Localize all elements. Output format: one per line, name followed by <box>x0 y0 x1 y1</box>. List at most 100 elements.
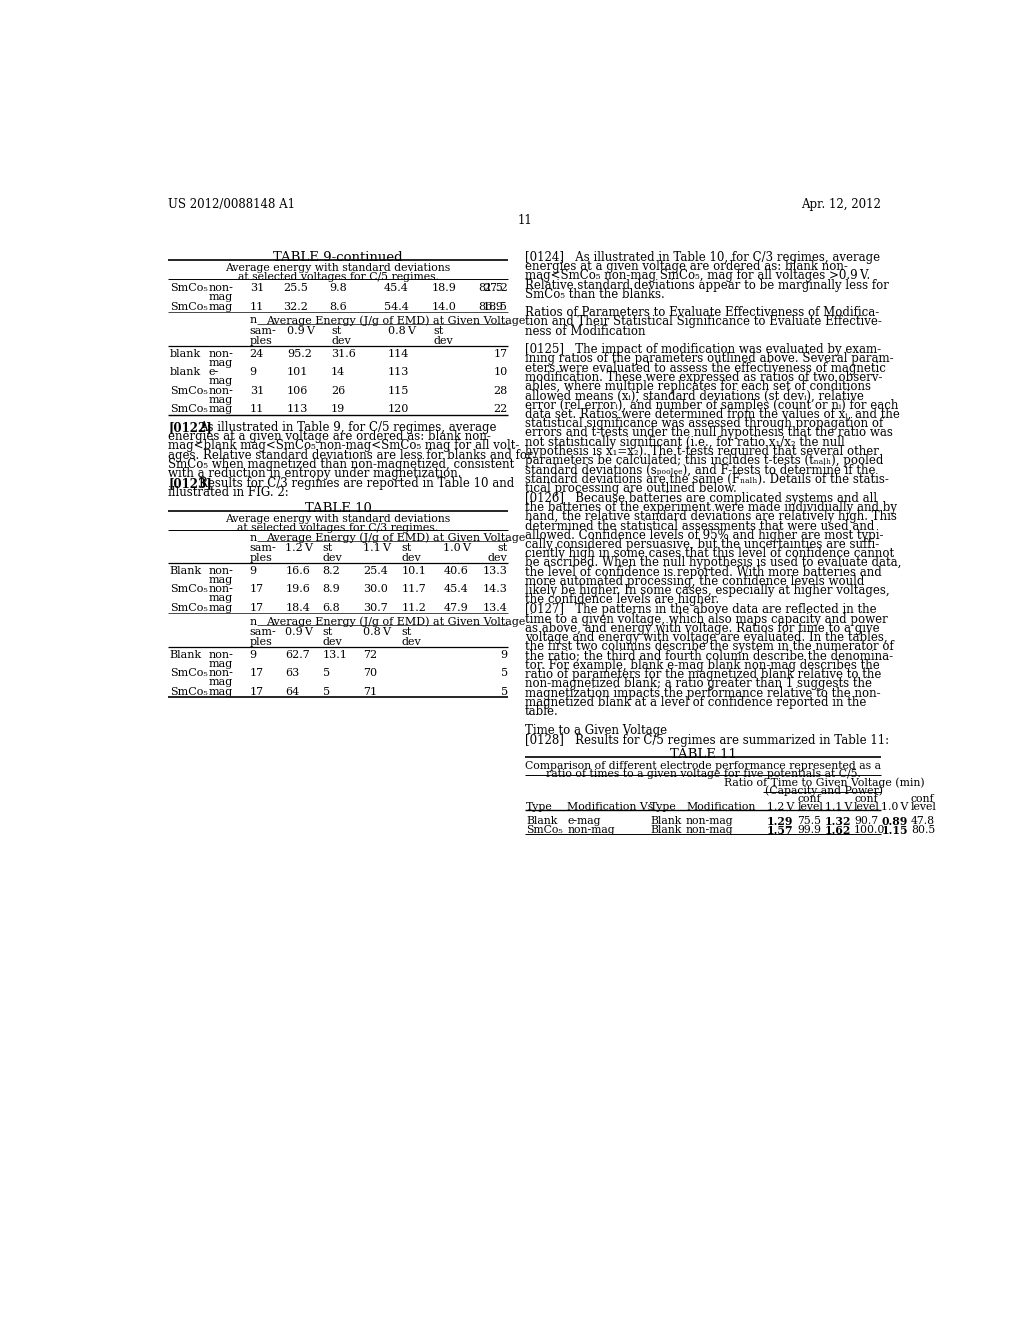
Text: time to a given voltage, which also maps capacity and power: time to a given voltage, which also maps… <box>524 612 888 626</box>
Text: Modification Vs: Modification Vs <box>567 803 653 812</box>
Text: Blank: Blank <box>170 566 202 576</box>
Text: determined the statistical assessments that were used and: determined the statistical assessments t… <box>524 520 874 532</box>
Text: 1.32: 1.32 <box>824 816 851 826</box>
Text: energies at a given voltage are ordered as: blank non-: energies at a given voltage are ordered … <box>168 430 492 444</box>
Text: 30.7: 30.7 <box>362 603 387 612</box>
Text: Ratio of Time to Given Voltage (min): Ratio of Time to Given Voltage (min) <box>724 777 925 788</box>
Text: 54.4: 54.4 <box>384 302 409 312</box>
Text: st: st <box>498 544 508 553</box>
Text: Average Energy (J/g of EMD) at Given Voltage: Average Energy (J/g of EMD) at Given Vol… <box>265 616 525 627</box>
Text: 47.8: 47.8 <box>910 816 935 826</box>
Text: Average Energy (J/g of EMD) at Given Voltage: Average Energy (J/g of EMD) at Given Vol… <box>265 533 525 544</box>
Text: eters were evaluated to assess the effectiveness of magnetic: eters were evaluated to assess the effec… <box>524 362 886 375</box>
Text: 8.9: 8.9 <box>323 585 340 594</box>
Text: error (rel errorᵢ), and number of samples (count or nᵢ) for each: error (rel errorᵢ), and number of sample… <box>524 399 898 412</box>
Text: 10: 10 <box>494 367 508 378</box>
Text: level: level <box>910 803 937 812</box>
Text: non-mag: non-mag <box>686 816 733 826</box>
Text: Blank: Blank <box>650 825 682 836</box>
Text: 70: 70 <box>362 668 377 678</box>
Text: 45.4: 45.4 <box>384 284 409 293</box>
Text: Average energy with standard deviations: Average energy with standard deviations <box>225 263 451 273</box>
Text: sam-: sam- <box>250 627 276 638</box>
Text: standard deviations are the same (Fₙₐₗₕ). Details of the statis-: standard deviations are the same (Fₙₐₗₕ)… <box>524 473 889 486</box>
Text: mag: mag <box>209 376 232 387</box>
Text: data set. Ratios were determined from the values of xᵢ, and the: data set. Ratios were determined from th… <box>524 408 900 421</box>
Text: [0126]   Because batteries are complicated systems and all: [0126] Because batteries are complicated… <box>524 492 877 504</box>
Text: n: n <box>250 533 257 543</box>
Text: [0127]   The patterns in the above data are reflected in the: [0127] The patterns in the above data ar… <box>524 603 877 616</box>
Text: 86.9: 86.9 <box>478 302 503 312</box>
Text: Type: Type <box>650 803 677 812</box>
Text: 1.15: 1.15 <box>882 825 908 837</box>
Text: SmCo₅ than the blanks.: SmCo₅ than the blanks. <box>524 288 665 301</box>
Text: 62.7: 62.7 <box>286 649 310 660</box>
Text: st: st <box>433 326 443 337</box>
Text: SmCo₅: SmCo₅ <box>170 302 208 312</box>
Text: 27.2: 27.2 <box>483 284 508 293</box>
Text: blank: blank <box>170 348 201 359</box>
Text: 13.4: 13.4 <box>483 603 508 612</box>
Text: [0122]: [0122] <box>168 421 212 434</box>
Text: 32.2: 32.2 <box>283 302 308 312</box>
Text: tical processing are outlined below.: tical processing are outlined below. <box>524 482 736 495</box>
Text: dev: dev <box>433 335 453 346</box>
Text: 1.0 V: 1.0 V <box>882 803 908 812</box>
Text: 114: 114 <box>388 348 409 359</box>
Text: 26: 26 <box>331 385 345 396</box>
Text: Relative standard deviations appear to be marginally less for: Relative standard deviations appear to b… <box>524 279 889 292</box>
Text: illustrated in FIG. 2:: illustrated in FIG. 2: <box>168 487 289 499</box>
Text: the batteries of the experiment were made individually and by: the batteries of the experiment were mad… <box>524 502 897 513</box>
Text: blank: blank <box>170 367 201 378</box>
Text: mag: mag <box>209 686 232 697</box>
Text: mag: mag <box>209 594 232 603</box>
Text: 17: 17 <box>250 585 264 594</box>
Text: 0.9 V: 0.9 V <box>287 326 314 337</box>
Text: 1.1 V: 1.1 V <box>824 803 852 812</box>
Text: 0.8 V: 0.8 V <box>388 326 416 337</box>
Text: allowed. Confidence levels of 95% and higher are most typi-: allowed. Confidence levels of 95% and hi… <box>524 529 884 541</box>
Text: modification. These were expressed as ratios of two observ-: modification. These were expressed as ra… <box>524 371 883 384</box>
Text: Results for C/3 regimes are reported in Table 10 and: Results for C/3 regimes are reported in … <box>200 478 514 490</box>
Text: 72: 72 <box>362 649 377 660</box>
Text: ratio of times to a given voltage for five potentials at C/5.: ratio of times to a given voltage for fi… <box>546 770 860 779</box>
Text: 10.1: 10.1 <box>401 566 426 576</box>
Text: 6.8: 6.8 <box>323 603 340 612</box>
Text: errors and t-tests under the null hypothesis that the ratio was: errors and t-tests under the null hypoth… <box>524 426 893 440</box>
Text: Average Energy (J/g of EMD) at Given Voltage: Average Energy (J/g of EMD) at Given Vol… <box>265 315 525 326</box>
Text: (Capacity and Power): (Capacity and Power) <box>765 785 883 796</box>
Text: 11: 11 <box>517 214 532 227</box>
Text: Modification: Modification <box>686 803 756 812</box>
Text: Blank: Blank <box>526 816 558 826</box>
Text: 1.62: 1.62 <box>824 825 851 837</box>
Text: dev: dev <box>488 553 508 562</box>
Text: SmCo₅: SmCo₅ <box>170 404 208 414</box>
Text: US 2012/0088148 A1: US 2012/0088148 A1 <box>168 198 295 211</box>
Text: table.: table. <box>524 705 558 718</box>
Text: parameters be calculated; this includes t-tests (tₙₐₗₕ), pooled: parameters be calculated; this includes … <box>524 454 883 467</box>
Text: 17: 17 <box>250 686 264 697</box>
Text: TABLE 9-continued: TABLE 9-continued <box>273 251 402 264</box>
Text: 9: 9 <box>250 566 257 576</box>
Text: voltage and energy with voltage are evaluated. In the tables,: voltage and energy with voltage are eval… <box>524 631 888 644</box>
Text: ples: ples <box>250 553 272 562</box>
Text: 0.89: 0.89 <box>882 816 907 826</box>
Text: 17: 17 <box>494 348 508 359</box>
Text: level: level <box>798 803 823 812</box>
Text: sam-: sam- <box>250 544 276 553</box>
Text: 9: 9 <box>250 649 257 660</box>
Text: 1.57: 1.57 <box>767 825 794 837</box>
Text: 71: 71 <box>362 686 377 697</box>
Text: likely be higher. In some cases, especially at higher voltages,: likely be higher. In some cases, especia… <box>524 585 890 597</box>
Text: 5: 5 <box>501 686 508 697</box>
Text: SmCo₅: SmCo₅ <box>170 603 208 612</box>
Text: 9: 9 <box>250 367 257 378</box>
Text: mag: mag <box>209 659 232 669</box>
Text: mag<SmCo₅ non-mag SmCo₅, mag for all voltages >0.9 V.: mag<SmCo₅ non-mag SmCo₅, mag for all vol… <box>524 269 870 282</box>
Text: statistical significance was assessed through propagation of: statistical significance was assessed th… <box>524 417 883 430</box>
Text: at selected voltages for C/3 regimes.: at selected voltages for C/3 regimes. <box>238 523 438 532</box>
Text: 11.7: 11.7 <box>401 585 426 594</box>
Text: 8.2: 8.2 <box>323 566 340 576</box>
Text: 18.9: 18.9 <box>432 284 457 293</box>
Text: ples: ples <box>250 335 272 346</box>
